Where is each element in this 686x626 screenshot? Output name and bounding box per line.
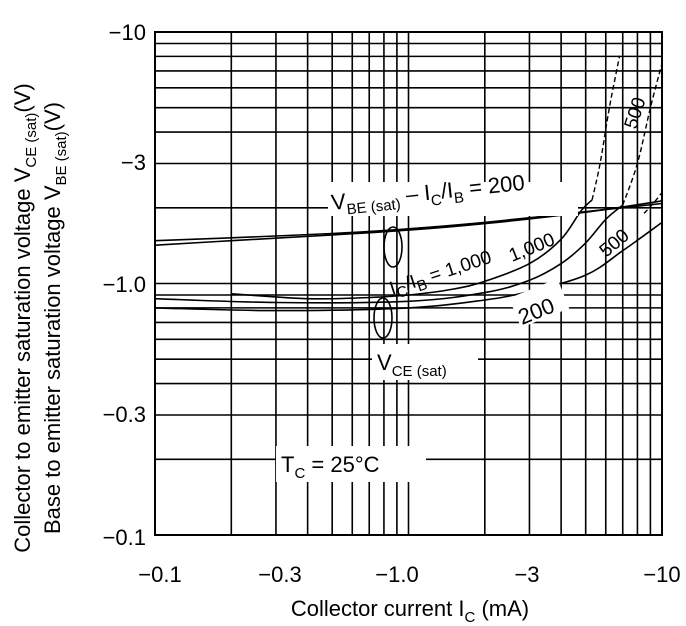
x-tick-label: −0.3 xyxy=(258,562,301,587)
tc-label-bg xyxy=(276,446,426,482)
y-axis-label-ce: Collector to emitter saturation voltage … xyxy=(10,83,40,553)
series-line xyxy=(154,204,624,304)
y-tick-label: −0.3 xyxy=(103,402,146,427)
vce-sat-label: VCE (sat) xyxy=(377,350,447,380)
label-500-lower: 500 xyxy=(596,225,634,261)
x-tick-label: −0.1 xyxy=(138,562,181,587)
label-1000-upper: 1,000 xyxy=(506,229,558,266)
y-tick-label: −1.0 xyxy=(103,272,146,297)
x-tick-label: −1.0 xyxy=(375,562,418,587)
series-line xyxy=(591,56,621,201)
vce-group-ellipse xyxy=(373,297,393,339)
vbe-label-bg xyxy=(328,182,578,216)
x-tick-label: −3 xyxy=(514,562,539,587)
vbe-sat-label: VBE (sat) – IC/IB = 200 xyxy=(330,170,526,220)
y-tick-label: −10 xyxy=(109,20,146,45)
series-line xyxy=(622,63,663,206)
vce-label-bg xyxy=(372,344,478,380)
series-line xyxy=(643,192,663,214)
y-tick-label: −0.1 xyxy=(103,525,146,550)
label-200-bg xyxy=(509,278,570,328)
series-line xyxy=(231,199,593,300)
plot-frame xyxy=(154,31,663,536)
x-axis-label: Collector current IC (mA) xyxy=(291,596,529,626)
vbe-group-ellipse xyxy=(383,226,403,268)
y-tick-label: −3 xyxy=(121,150,146,175)
tc-label: TC = 25°C xyxy=(281,452,380,482)
series-line xyxy=(154,221,663,312)
x-tick-label: −10 xyxy=(643,562,680,587)
curves xyxy=(154,56,663,312)
y-axis-label-be: Base to emitter saturation voltage VBE (… xyxy=(40,102,70,534)
series-line xyxy=(154,200,663,246)
